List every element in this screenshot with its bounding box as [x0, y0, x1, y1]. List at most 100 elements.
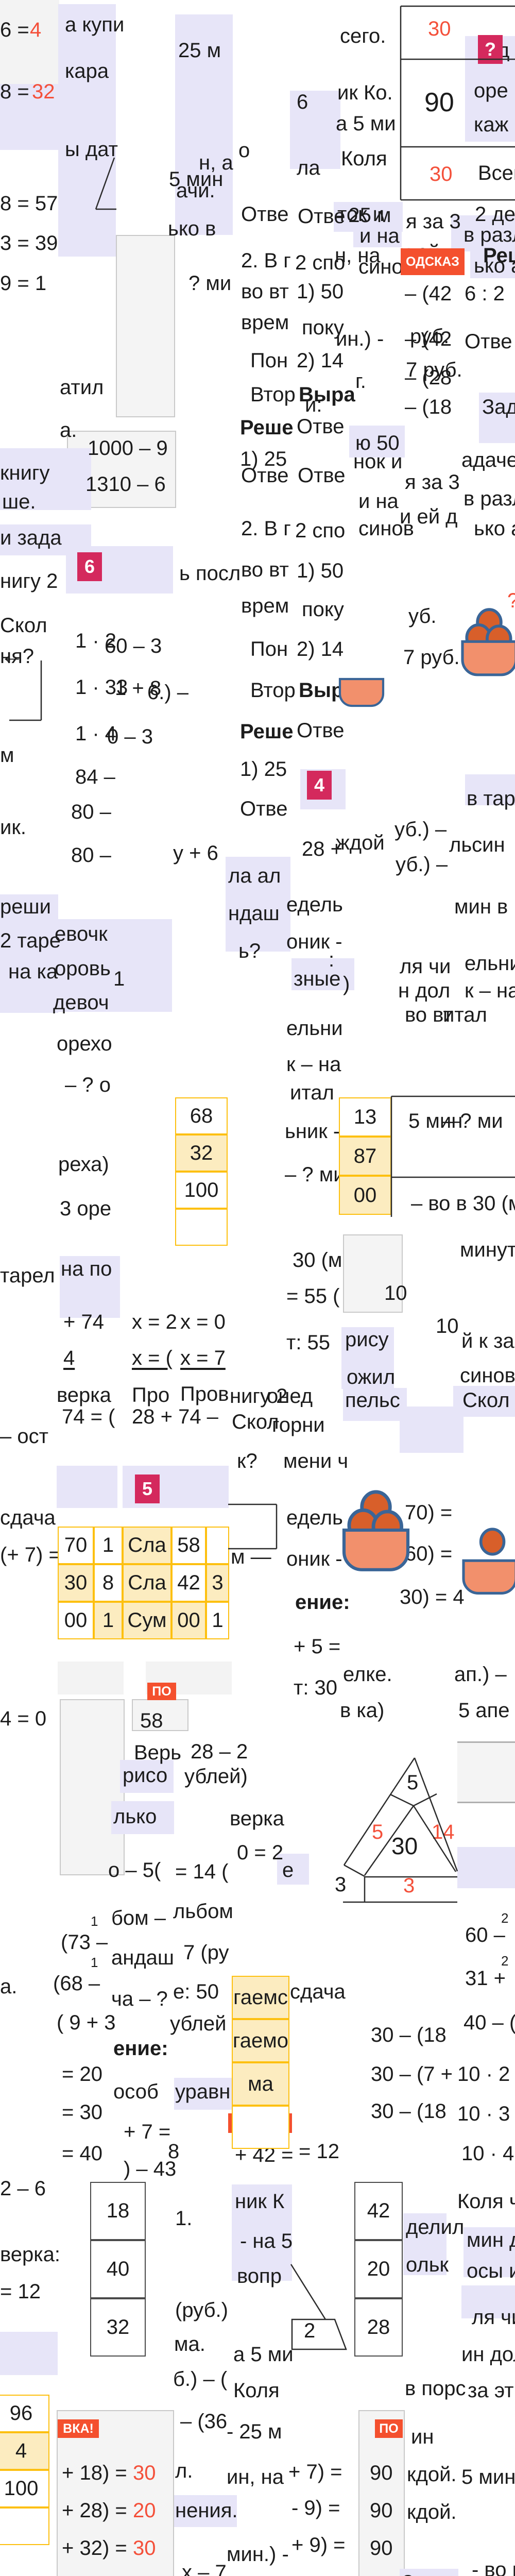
- text-fragment: 4 = 0: [0, 1707, 47, 1730]
- text-fragment: (68 –: [53, 1972, 100, 1995]
- text-fragment: ? ми: [188, 272, 232, 295]
- text-fragment: рису: [345, 1328, 389, 1351]
- text-fragment: тарел: [0, 1264, 55, 1287]
- text-fragment: Реше: [240, 416, 294, 439]
- text-fragment: рисо: [123, 1764, 168, 1787]
- text-fragment: в разл: [464, 487, 515, 510]
- table-cell: 68: [175, 1097, 228, 1134]
- text-fragment: ндаш: [228, 902, 280, 925]
- text-fragment: Скол: [462, 1389, 510, 1412]
- text-fragment: 2) 14: [297, 638, 344, 660]
- highlight-block: [120, 1760, 174, 1793]
- text-fragment: ма.: [174, 2333, 205, 2355]
- text-fragment: 7 руб.: [406, 359, 462, 381]
- orange-icon: [476, 608, 503, 637]
- text-fragment: 5 апе: [458, 1699, 510, 1722]
- text-fragment: 84 –: [75, 766, 115, 788]
- text-fragment: 0 = 2: [237, 1841, 284, 1864]
- hint-badge[interactable]: ВКА!: [58, 2419, 99, 2438]
- text-fragment: 90: [370, 2573, 393, 2576]
- highlight-block: [451, 215, 515, 251]
- task-number-badge: 4: [307, 771, 332, 800]
- highlight-block: [457, 1847, 515, 1888]
- highlight-block: [290, 91, 340, 169]
- text-fragment: к?: [237, 1450, 258, 1472]
- bowl-icon: [462, 1559, 515, 1595]
- text-fragment: ольк: [406, 2253, 449, 2276]
- text-fragment: Пон: [250, 349, 288, 372]
- text-fragment: 1: [91, 1913, 98, 1929]
- text-fragment: за эт: [468, 2379, 514, 2402]
- text-fragment: н, а: [199, 151, 233, 174]
- text-fragment: я за 3: [406, 210, 461, 233]
- highlight-block: [0, 448, 91, 510]
- text-fragment: 3: [403, 1874, 415, 1897]
- text-fragment: 1 · 33: [75, 676, 128, 699]
- table-cell: 96: [0, 2395, 49, 2432]
- table-cell: 1: [206, 1602, 229, 1639]
- highlight-block: [174, 2078, 239, 2110]
- highlight-block: [403, 2213, 447, 2275]
- text-fragment: + 5 =: [294, 1635, 341, 1658]
- text-fragment: сего.: [340, 25, 386, 47]
- orange-icon: [347, 1508, 379, 1543]
- diagram-line: [344, 1864, 365, 1877]
- text-fragment: во вт: [241, 558, 289, 581]
- text-fragment: 30 – (7 +: [371, 2063, 453, 2086]
- text-fragment: Зад: [482, 396, 515, 418]
- table-cell: 00: [58, 1602, 94, 1639]
- text-fragment: н, на: [335, 244, 381, 267]
- text-fragment: 1) 50: [297, 280, 344, 303]
- text-fragment: 2. В г: [241, 517, 291, 540]
- text-fragment: реха): [58, 1153, 109, 1176]
- text-fragment: ублей): [184, 1765, 248, 1788]
- table-cell: [206, 1527, 229, 1564]
- diagram-line: [413, 1793, 437, 1807]
- table-cell: Сла: [123, 1527, 171, 1564]
- text-fragment: 1) 50: [297, 560, 344, 582]
- text-fragment: = 14 (: [175, 1860, 229, 1883]
- table-cell: 40: [90, 2240, 146, 2298]
- text-fragment: + 9) =: [291, 2534, 346, 2556]
- highlight-block: [0, 84, 58, 150]
- text-fragment: ←: [0, 641, 24, 668]
- text-fragment: н дол: [398, 979, 451, 1002]
- text-fragment: Отве: [241, 203, 289, 226]
- table-cell: 32: [175, 1134, 228, 1172]
- text-fragment: ( 9 + 3: [57, 2011, 116, 2034]
- text-fragment: 58: [140, 1709, 163, 1732]
- hint-badge[interactable]: ОДСКАЗ: [401, 248, 465, 275]
- text-fragment: кара: [65, 60, 109, 82]
- hint-badge[interactable]: ПО: [375, 2419, 403, 2438]
- text-fragment: 10: [384, 1282, 407, 1304]
- text-fragment: – (42: [405, 282, 452, 305]
- text-fragment: лько: [113, 1805, 157, 1828]
- text-fragment: ы дат: [65, 138, 118, 161]
- text-fragment: x = 2: [132, 1311, 177, 1333]
- text-fragment: – во в 30 (м: [411, 1192, 515, 1215]
- table-cell: 100: [0, 2470, 49, 2507]
- text-fragment: 6 : 2: [465, 282, 505, 305]
- table-cell: 18: [90, 2182, 146, 2240]
- hint-badge[interactable]: ПО: [147, 1683, 176, 1700]
- text-fragment: ап.) –: [454, 1663, 507, 1686]
- text-fragment: = 20: [62, 2063, 102, 2086]
- table-cell: [175, 1209, 228, 1246]
- text-fragment: атил: [60, 376, 104, 399]
- highlight-block: [175, 14, 233, 235]
- text-fragment: уравн: [175, 2080, 231, 2103]
- table-cell: [0, 2507, 49, 2545]
- text-fragment: 60 –: [465, 1924, 505, 1946]
- text-fragment: Отве: [297, 719, 345, 742]
- text-fragment: ла: [297, 157, 320, 179]
- text-fragment: во вт: [405, 1004, 453, 1026]
- text-fragment: е: 50: [173, 1980, 219, 2003]
- highlight-block: [470, 251, 515, 278]
- table-cell: гаемс: [232, 1976, 289, 2019]
- text-fragment: 5: [372, 1821, 384, 1843]
- text-fragment: 30: [428, 18, 451, 40]
- text-fragment: синов: [358, 517, 414, 540]
- text-fragment: 80 –: [71, 844, 111, 867]
- text-fragment: 2: [501, 1910, 509, 1926]
- text-fragment: т: 30: [294, 1676, 338, 1699]
